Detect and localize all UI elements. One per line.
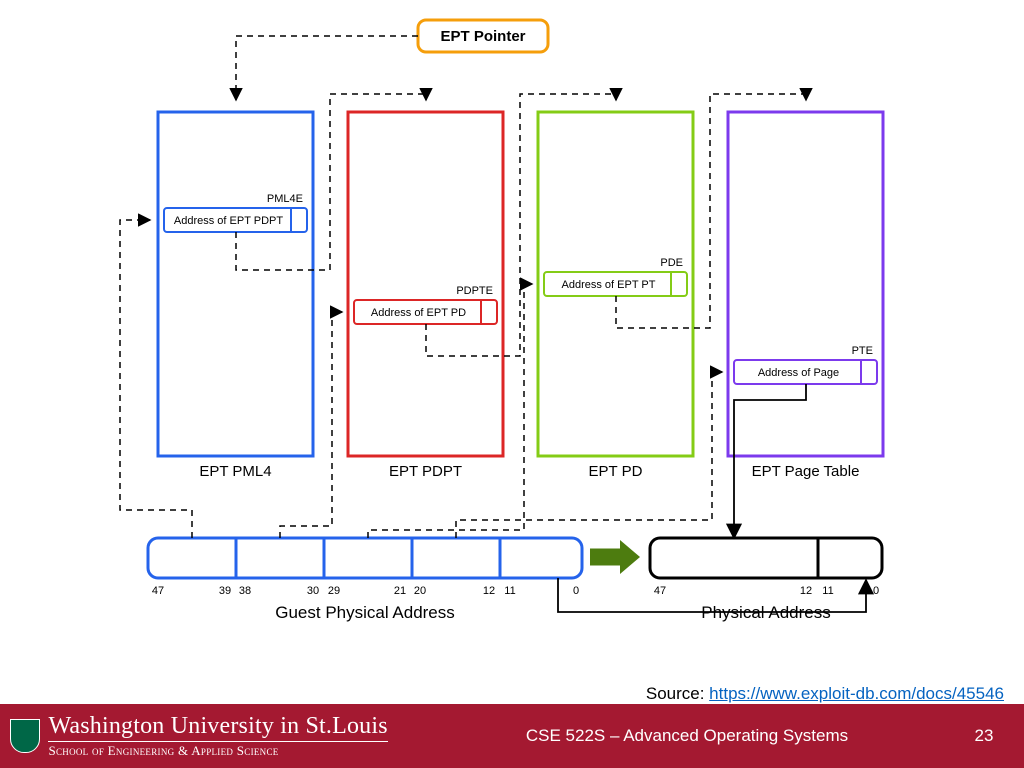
ga-tick: 0 bbox=[573, 585, 579, 597]
entry-tag-pd: PDE bbox=[660, 257, 683, 269]
ga-tick: 12 bbox=[483, 585, 495, 597]
entry-tag-pt: PTE bbox=[852, 345, 873, 357]
translate-arrow-icon bbox=[590, 540, 640, 574]
pa-tick: 47 bbox=[654, 585, 666, 597]
entry-text-pt: Address of Page bbox=[758, 367, 839, 379]
table-label-pt: EPT Page Table bbox=[752, 463, 860, 480]
entry-tag-pml4: PML4E bbox=[267, 193, 303, 205]
slide-footer: Washington University in St.Louis School… bbox=[0, 704, 1024, 768]
ga-tick: 29 bbox=[328, 585, 340, 597]
entry-text-pd: Address of EPT PT bbox=[562, 279, 656, 291]
ga-tick: 30 bbox=[307, 585, 319, 597]
phys-addr-box bbox=[650, 538, 882, 578]
source-link[interactable]: https://www.exploit-db.com/docs/45546 bbox=[709, 684, 1004, 703]
source-prefix: Source: bbox=[646, 684, 709, 703]
table-label-pml4: EPT PML4 bbox=[199, 463, 271, 480]
entry-text-pml4: Address of EPT PDPT bbox=[174, 215, 284, 227]
ga-tick: 20 bbox=[414, 585, 426, 597]
table-pt bbox=[728, 112, 883, 456]
ept-pointer-label: EPT Pointer bbox=[440, 28, 525, 45]
guest-addr-label: Guest Physical Address bbox=[275, 603, 455, 622]
university-name: Washington University in St.Louis bbox=[48, 713, 387, 740]
ept-diagram: EPT Pointer Address of EPT PDPT PML4E EPT P… bbox=[0, 0, 1024, 680]
guest-addr-box bbox=[148, 538, 582, 578]
dashed-ept-pointer-to-pml4 bbox=[236, 36, 418, 100]
page-number: 23 bbox=[944, 726, 1024, 746]
table-pml4 bbox=[158, 112, 313, 456]
ga-tick: 21 bbox=[394, 585, 406, 597]
table-label-pdpt: EPT PDPT bbox=[389, 463, 462, 480]
source-line: Source: https://www.exploit-db.com/docs/… bbox=[646, 684, 1004, 704]
shield-icon bbox=[10, 719, 40, 753]
university-block: Washington University in St.Louis School… bbox=[0, 713, 430, 759]
pa-tick: 12 bbox=[800, 585, 812, 597]
school-name: School of Engineering & Applied Science bbox=[48, 741, 387, 759]
ga-tick: 11 bbox=[504, 585, 515, 597]
table-pdpt bbox=[348, 112, 503, 456]
ga-tick: 47 bbox=[152, 585, 164, 597]
table-label-pd: EPT PD bbox=[589, 463, 643, 480]
course-title: CSE 522S – Advanced Operating Systems bbox=[430, 726, 944, 746]
ga-tick: 38 bbox=[239, 585, 251, 597]
pa-tick: 0 bbox=[873, 585, 879, 597]
entry-text-pdpt: Address of EPT PD bbox=[371, 307, 466, 319]
pa-tick: 11 bbox=[822, 585, 833, 597]
ga-tick: 39 bbox=[219, 585, 231, 597]
entry-tag-pdpt: PDPTE bbox=[456, 285, 493, 297]
